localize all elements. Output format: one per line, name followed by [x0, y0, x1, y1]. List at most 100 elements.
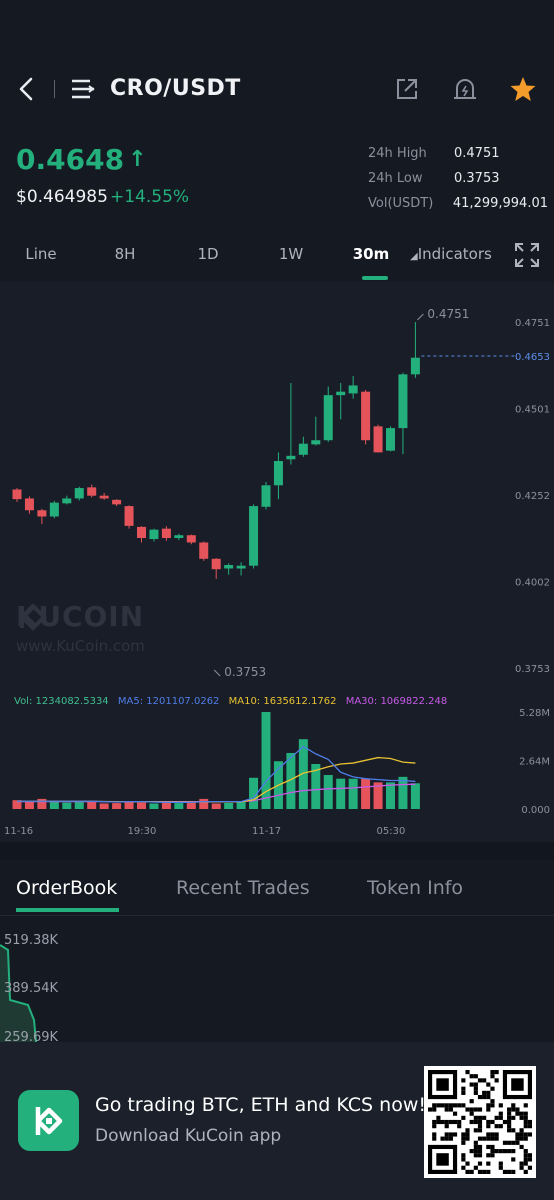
tab-token-info[interactable]: Token Info	[367, 877, 464, 899]
candle-body	[87, 487, 97, 496]
volume-bar	[410, 783, 420, 809]
ticker-summary: 0.4648 ↑ $0.464985 +14.55% 24h High 0.47…	[0, 135, 554, 225]
depth-axis-label: 389.54K	[4, 981, 59, 996]
watermark-brand: KUCOIN	[16, 600, 145, 633]
tab-1d[interactable]: 1D	[197, 245, 219, 263]
pair-title[interactable]: CRO/USDT	[110, 76, 241, 101]
last-price-value: 0.4648	[16, 143, 125, 176]
candle-body	[261, 485, 271, 507]
watermark-url: www.KuCoin.com	[16, 637, 145, 655]
price-axis-label: 0.3753	[515, 664, 550, 675]
legend-ma30: MA30: 1069822.248	[345, 696, 448, 707]
kline-chart[interactable]: KUCOIN www.KuCoin.com 0.4751 0.4501 0.4252…	[0, 282, 554, 842]
volume-bar	[286, 752, 296, 809]
time-axis-label: 19:30	[128, 826, 157, 837]
volume-axis-label: 5.28M	[519, 708, 550, 719]
favorite-button[interactable]	[506, 60, 540, 118]
share-button[interactable]	[390, 60, 424, 118]
candle-body	[74, 488, 84, 499]
stat-row-high: 24h High 0.4751	[368, 141, 548, 166]
candle-body	[161, 528, 171, 538]
time-axis-label: 11-17	[252, 826, 281, 837]
kucoin-logo-icon	[19, 603, 47, 631]
indicators-button[interactable]: ◢Indicators	[410, 236, 492, 272]
candle-body	[24, 498, 34, 511]
stat-value: 0.3753	[454, 171, 500, 186]
tab-8h[interactable]: 8H	[114, 245, 136, 263]
pair-menu-button[interactable]	[66, 60, 100, 118]
low-marker-arrow	[213, 669, 221, 677]
current-price-label: 0.4653	[515, 352, 550, 363]
candle-body	[149, 529, 159, 540]
header-divider	[54, 80, 55, 98]
candle-body	[236, 565, 246, 569]
volume-bar	[249, 777, 259, 809]
alarm-icon	[454, 79, 476, 99]
qr-code[interactable]	[424, 1066, 536, 1178]
time-axis-label: 11-16	[4, 826, 33, 837]
caret-icon: ◢	[410, 251, 418, 262]
candle-body	[99, 495, 109, 499]
candle-body	[249, 506, 259, 566]
depth-chart[interactable]: 519.38K 389.54K 259.69K	[0, 920, 554, 1045]
market-info-tabs: OrderBook Recent Trades Token Info	[0, 860, 554, 916]
volume-bar	[323, 775, 333, 809]
time-axis-label: 05:30	[377, 826, 406, 837]
expand-icon	[515, 243, 539, 267]
stat-label: 24h Low	[368, 171, 423, 186]
stat-value: 0.4751	[454, 146, 500, 161]
candle-body	[224, 565, 234, 569]
price-axis-label: 0.4501	[515, 405, 550, 416]
volume-bar	[161, 802, 171, 809]
kucoin-app-logo	[18, 1090, 79, 1151]
stat-value: 41,299,994.01	[452, 196, 548, 211]
candle-body	[112, 499, 122, 505]
candle-body	[124, 506, 134, 526]
volume-bar	[398, 776, 408, 809]
stat-row-low: 24h Low 0.3753	[368, 166, 548, 191]
candle-body	[12, 489, 22, 500]
banner-subtitle: Download KuCoin app	[95, 1126, 282, 1146]
volume-bar	[261, 712, 271, 809]
depth-axis-label: 259.69K	[4, 1030, 59, 1045]
download-banner[interactable]: Go trading BTC, ETH and KCS now! Downloa…	[0, 1042, 554, 1200]
price-alert-button[interactable]	[448, 60, 482, 118]
volume-bar	[336, 778, 346, 809]
fullscreen-button[interactable]	[512, 240, 542, 270]
volume-bar	[174, 803, 184, 809]
candle-body	[323, 395, 333, 441]
price-axis-label: 0.4002	[515, 578, 550, 589]
chevron-left-icon	[19, 77, 33, 101]
depth-canvas	[0, 944, 40, 1045]
volume-bar	[137, 802, 146, 809]
tab-1w[interactable]: 1W	[278, 245, 304, 263]
candle-body	[298, 443, 308, 455]
volume-bar	[62, 802, 72, 809]
volume-bar	[49, 802, 59, 809]
volume-bar	[24, 801, 34, 809]
kucoin-logo-icon	[35, 1106, 62, 1135]
high-marker-arrow	[417, 313, 424, 321]
tab-30m[interactable]: 30m	[352, 245, 390, 263]
tab-orderbook[interactable]: OrderBook	[16, 877, 118, 899]
menu-icon	[72, 79, 95, 99]
candle-body	[398, 374, 408, 429]
volume-bar	[12, 800, 22, 809]
back-button[interactable]	[10, 60, 44, 118]
indicators-label: Indicators	[417, 245, 492, 263]
volume-axis-label: 2.64M	[519, 757, 550, 768]
section-divider	[0, 842, 554, 860]
candle-body	[410, 357, 420, 375]
tab-line[interactable]: Line	[25, 245, 57, 263]
volume-bar	[386, 782, 395, 809]
share-icon	[397, 79, 417, 99]
candle-body	[186, 535, 196, 543]
ma-legend: Vol: 1234082.5334 MA5: 1201107.0262 MA10…	[14, 696, 453, 707]
banner-title: Go trading BTC, ETH and KCS now!	[95, 1094, 426, 1116]
candle-body	[199, 542, 209, 559]
tab-recent-trades[interactable]: Recent Trades	[176, 877, 310, 899]
volume-bar	[311, 763, 321, 809]
volume-bar	[373, 782, 383, 809]
price-axis-label: 0.4252	[515, 491, 550, 502]
